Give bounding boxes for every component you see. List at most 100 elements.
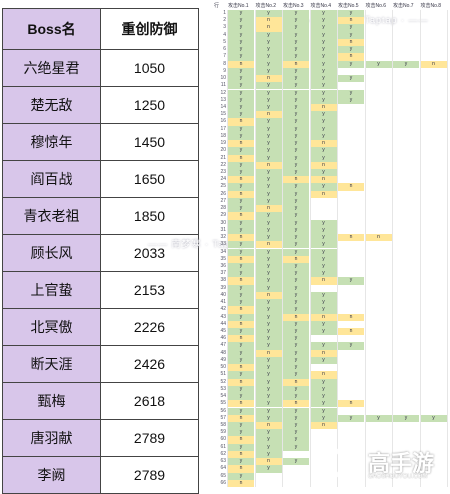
row-number: 30 [220,219,226,226]
sheet-cell [393,371,419,378]
sheet-cell: y [283,364,309,372]
sheet-cell: n [283,176,309,184]
sheet-cell [393,321,419,328]
sheet-cell: n [338,183,364,191]
boss-name-cell: 穆惊年 [2,123,101,161]
sheet-cell: n [228,118,254,126]
sheet-cell: y [255,103,282,112]
sheet-cell [366,292,392,299]
sheet-cell: y [255,270,282,278]
sheet-row: 40 y n y y [212,291,450,300]
sheet-cell [338,292,364,299]
sheet-cell [393,256,419,263]
sheet-row: 26 n y y n [212,190,450,198]
boss-table-header: Boss名 重创防御 [2,8,199,50]
sheet-cell [393,90,419,97]
sheet-cell [338,321,364,328]
sheet-cell [421,342,447,349]
sheet-row: 15 y n y y [212,111,450,119]
sheet-cell: y [393,60,419,68]
sheet-cell: n [255,205,282,213]
sheet-cell [338,371,364,378]
sheet-cell: y [255,96,282,104]
sheet-corner-label: 行 [214,3,220,9]
sheet-cell [366,104,392,111]
sheet-row: 16 n y y y [212,118,450,126]
sheet-cell: y [228,103,254,112]
sheet-cell: y [283,31,309,39]
sheet-cell: n [228,400,254,408]
sheet-cell: y [228,328,254,336]
sheet-cell [393,205,419,212]
sheet-cell: y [338,414,364,422]
row-number: 12 [220,89,226,96]
sheet-cell: y [228,270,254,278]
sheet-cell: y [228,24,254,32]
sheet-cell [393,32,419,39]
sheet-row: 39 y y y [212,284,450,292]
sheet-cell: y [338,24,364,32]
row-number: 43 [220,313,226,320]
sheet-cell: n [420,60,447,68]
sheet-row: 24 n y n n [212,176,450,184]
sheet-cell: n [338,38,364,47]
sheet-cell: n [310,349,337,357]
sheet-cell [338,147,364,154]
sheet-row: 64 n y [212,465,450,473]
sheet-cell: y [310,89,337,97]
sheet-cell: y [228,132,254,141]
sheet-cell [421,126,447,133]
sheet-cell: y [255,371,282,379]
sheet-cell [393,46,419,53]
sheet-cell: n [228,190,254,198]
sheet-cell: y [420,414,447,422]
sheet-cell: y [283,414,309,422]
sheet-cell [338,306,364,313]
sheet-cell: n [255,349,282,357]
sheet-cell [338,111,364,118]
sheet-row: 19 n y y n [212,140,450,148]
sheet-cell: y [255,255,282,263]
sheet-cell: y [283,24,309,32]
sheet-row: 46 n y y [212,335,450,343]
sheet-cell [283,465,309,472]
sheet-cell [393,212,419,219]
sheet-cell: n [228,364,254,372]
sheet-row: 61 y y y [212,443,450,451]
sheet-cell [338,350,364,357]
sheet-cell: y [228,219,254,227]
row-number: 33 [220,241,226,248]
sheet-cell: y [310,342,337,350]
sheet-cell [393,198,419,205]
sheet-cell [338,220,364,227]
sheet-cell [393,306,419,313]
sheet-row: 54 y y y y [212,393,450,401]
boss-name-cell: 阎百战 [2,160,101,198]
sheet-row: 42 n y y y [212,306,450,314]
sheet-cell [421,386,447,393]
sheet-cell: n [255,458,282,466]
defense-value-cell: 2426 [100,345,199,383]
table-row: 阎百战 1650 [2,160,199,198]
sheet-cell [393,17,419,24]
sheet-cell [393,400,419,407]
sheet-cell: y [255,38,282,47]
table-row: 顾长风 2033 [2,234,199,272]
sheet-cell: y [228,111,254,119]
defense-value-cell: 2226 [100,308,199,346]
sheet-cell: y [228,458,254,466]
sheet-cell [421,118,447,125]
sheet-cell: y [310,306,337,314]
boss-name-cell: 楚无敌 [2,86,101,124]
sheet-cell [338,335,364,342]
sheet-cell [393,97,419,104]
sheet-cell [366,241,392,248]
row-number: 8 [223,60,226,67]
sheet-cell: n [228,414,254,422]
sheet-row: 65 y [212,472,450,480]
sheet-cell: n [255,75,282,83]
row-number: 3 [223,24,226,31]
sheet-cell [393,249,419,256]
row-number: 25 [220,183,226,190]
